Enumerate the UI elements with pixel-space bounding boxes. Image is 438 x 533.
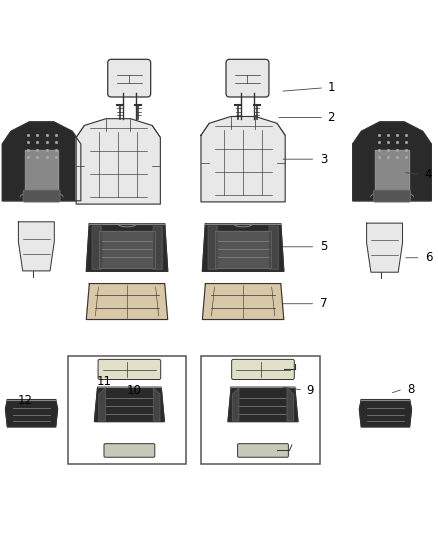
Polygon shape bbox=[367, 223, 403, 272]
Polygon shape bbox=[2, 122, 81, 201]
Polygon shape bbox=[208, 227, 218, 269]
Polygon shape bbox=[6, 400, 57, 427]
Polygon shape bbox=[76, 119, 160, 204]
Text: 9: 9 bbox=[307, 384, 314, 397]
Polygon shape bbox=[202, 224, 284, 271]
Text: 7: 7 bbox=[320, 297, 327, 310]
FancyBboxPatch shape bbox=[374, 190, 410, 202]
Text: 6: 6 bbox=[425, 251, 432, 264]
Polygon shape bbox=[153, 388, 160, 421]
Polygon shape bbox=[375, 150, 409, 197]
Polygon shape bbox=[228, 387, 298, 422]
Polygon shape bbox=[201, 117, 285, 202]
Text: 8: 8 bbox=[407, 383, 415, 395]
Polygon shape bbox=[18, 222, 54, 271]
Polygon shape bbox=[86, 224, 168, 271]
Text: 4: 4 bbox=[425, 168, 432, 181]
Polygon shape bbox=[92, 227, 102, 269]
Polygon shape bbox=[99, 388, 105, 421]
FancyBboxPatch shape bbox=[226, 59, 269, 97]
Bar bbox=[201, 356, 320, 464]
FancyBboxPatch shape bbox=[98, 359, 161, 379]
Polygon shape bbox=[353, 122, 431, 201]
Polygon shape bbox=[268, 227, 278, 269]
Text: 3: 3 bbox=[320, 152, 327, 166]
Polygon shape bbox=[360, 400, 411, 427]
Text: 10: 10 bbox=[127, 384, 142, 397]
FancyBboxPatch shape bbox=[104, 443, 155, 457]
Text: 2: 2 bbox=[328, 111, 335, 124]
Text: 12: 12 bbox=[18, 393, 32, 407]
Polygon shape bbox=[152, 227, 162, 269]
Polygon shape bbox=[215, 231, 271, 268]
Polygon shape bbox=[287, 388, 293, 421]
Bar bbox=[68, 356, 186, 464]
Polygon shape bbox=[95, 387, 164, 422]
Polygon shape bbox=[86, 284, 168, 319]
Polygon shape bbox=[202, 284, 284, 319]
FancyBboxPatch shape bbox=[108, 59, 151, 97]
Polygon shape bbox=[99, 231, 155, 268]
FancyBboxPatch shape bbox=[23, 190, 60, 202]
Text: 1: 1 bbox=[328, 82, 335, 94]
Text: 5: 5 bbox=[320, 240, 327, 253]
FancyBboxPatch shape bbox=[237, 443, 288, 457]
FancyBboxPatch shape bbox=[232, 359, 294, 379]
Polygon shape bbox=[233, 388, 239, 421]
Text: 11: 11 bbox=[96, 375, 111, 387]
Polygon shape bbox=[25, 150, 59, 197]
